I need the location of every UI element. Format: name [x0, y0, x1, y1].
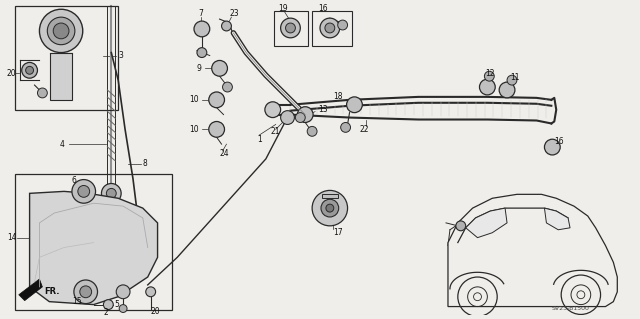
Circle shape: [40, 9, 83, 53]
Circle shape: [53, 23, 69, 39]
Text: 15: 15: [72, 297, 81, 306]
Bar: [312, 11, 351, 46]
Text: 10: 10: [189, 125, 199, 134]
Circle shape: [74, 280, 97, 304]
Circle shape: [119, 305, 127, 313]
Circle shape: [78, 185, 90, 197]
Circle shape: [221, 21, 232, 31]
Polygon shape: [51, 53, 72, 100]
Circle shape: [499, 82, 515, 98]
Circle shape: [72, 180, 95, 203]
Polygon shape: [466, 208, 507, 238]
Text: 13: 13: [318, 105, 328, 114]
Circle shape: [280, 111, 294, 124]
Circle shape: [194, 21, 210, 37]
Text: 24: 24: [220, 150, 229, 159]
Circle shape: [338, 20, 348, 30]
Text: 18: 18: [333, 93, 342, 101]
Text: 16: 16: [318, 4, 328, 13]
Text: 16: 16: [554, 137, 564, 146]
Text: 4: 4: [59, 140, 64, 149]
Polygon shape: [322, 194, 338, 198]
Circle shape: [320, 18, 340, 38]
Circle shape: [26, 66, 33, 74]
Text: 10: 10: [189, 95, 199, 104]
Text: 12: 12: [485, 69, 495, 78]
Bar: [274, 11, 308, 46]
Polygon shape: [545, 208, 570, 230]
Text: 2: 2: [104, 308, 108, 317]
Text: FR.: FR.: [44, 287, 60, 296]
Text: 14: 14: [7, 233, 17, 242]
Circle shape: [545, 139, 560, 155]
Circle shape: [265, 102, 280, 117]
Circle shape: [321, 199, 339, 217]
Circle shape: [326, 204, 334, 212]
Text: 9: 9: [197, 64, 202, 73]
Circle shape: [340, 122, 351, 132]
Circle shape: [296, 113, 305, 122]
Circle shape: [116, 285, 130, 299]
Circle shape: [223, 82, 232, 92]
Circle shape: [212, 61, 227, 76]
Circle shape: [197, 48, 207, 57]
Text: 20: 20: [150, 307, 160, 316]
Circle shape: [104, 300, 113, 309]
Circle shape: [280, 18, 300, 38]
Circle shape: [507, 75, 517, 85]
Circle shape: [298, 107, 313, 122]
Text: 21: 21: [271, 127, 280, 136]
Text: 19: 19: [278, 4, 288, 13]
Circle shape: [456, 221, 466, 231]
Circle shape: [209, 122, 225, 137]
Text: 23: 23: [229, 9, 239, 18]
Polygon shape: [448, 194, 618, 307]
Circle shape: [102, 183, 121, 203]
Circle shape: [347, 97, 362, 113]
Bar: [15, 174, 172, 309]
Polygon shape: [29, 191, 157, 305]
Circle shape: [479, 79, 495, 95]
Text: 8: 8: [143, 159, 148, 168]
Text: 3: 3: [118, 51, 123, 60]
Circle shape: [285, 23, 296, 33]
Text: 6: 6: [72, 176, 77, 185]
Circle shape: [47, 17, 75, 45]
Circle shape: [80, 286, 92, 298]
Circle shape: [484, 71, 494, 81]
Text: 11: 11: [510, 73, 520, 82]
Circle shape: [22, 63, 38, 78]
Circle shape: [146, 287, 156, 297]
Circle shape: [209, 92, 225, 108]
Text: SV23-B1500: SV23-B1500: [551, 306, 589, 311]
Circle shape: [312, 190, 348, 226]
Circle shape: [38, 88, 47, 98]
Bar: [15, 6, 118, 110]
Text: 17: 17: [333, 228, 342, 237]
Text: 20: 20: [7, 69, 17, 78]
Circle shape: [106, 189, 116, 198]
Text: 7: 7: [198, 9, 203, 18]
Text: 5: 5: [115, 300, 119, 309]
Text: 22: 22: [360, 125, 369, 134]
Circle shape: [307, 126, 317, 136]
Text: 1: 1: [257, 135, 262, 144]
Polygon shape: [19, 279, 42, 300]
Circle shape: [325, 23, 335, 33]
